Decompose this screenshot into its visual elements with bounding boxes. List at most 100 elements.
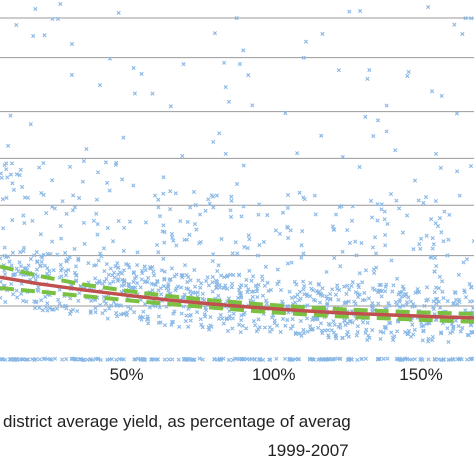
scatter-point [338,264,343,269]
scatter-point [471,299,474,304]
scatter-point [215,279,220,284]
scatter-point [18,167,23,172]
scatter-point [420,338,425,343]
scatter-point [44,304,49,310]
scatter-point [345,283,350,288]
scatter-point [105,225,110,231]
scatter-point [453,290,458,296]
scatter-point [182,292,187,297]
scatter-point [43,294,48,300]
scatter-point [138,297,144,302]
scatter-point [370,306,375,311]
scatter-point [450,329,455,334]
scatter-point [153,282,158,287]
scatter-point [0,197,5,202]
scatter-point [210,274,215,280]
scatter-point [393,300,399,305]
scatter-point [191,357,196,363]
scatter-point [387,320,392,326]
scatter-point [127,265,132,270]
scatter-point [35,259,40,264]
scatter-point [115,261,120,266]
scatter-point [21,249,26,254]
scatter-point [347,240,353,246]
scatter-point [189,357,194,362]
scatter-point [409,357,415,362]
scatter-point [139,277,144,282]
scatter-point [181,62,186,67]
scatter-point [244,326,249,331]
scatter-point [77,195,82,201]
scatter-point [340,154,345,159]
scatter-point [54,306,60,311]
scatter-point [266,288,271,294]
scatter-point [367,67,372,73]
x-tick-label-2: 100% [252,365,295,384]
scatter-point [4,195,9,201]
scatter-point [288,228,293,233]
scatter-point [131,271,136,276]
scatter-point [21,245,27,250]
scatter-point [239,214,244,219]
scatter-point [239,295,244,300]
scatter-point [265,280,270,285]
scatter-point [155,279,160,284]
scatter-point [471,306,474,311]
scatter-point [156,205,161,210]
scatter-point [381,356,386,361]
scatter-point [158,320,163,325]
scatter-point [468,164,474,169]
scatter-point [55,252,60,257]
scatter-point [434,301,439,306]
scatter-point [441,356,446,362]
scatter-point [382,232,388,238]
scatter-point [156,197,161,202]
scatter-point [421,323,426,328]
scatter-point [146,321,151,326]
scatter-point [18,250,23,255]
scatter-point [349,283,354,289]
scatter-point [256,282,261,287]
scatter-point [417,242,422,247]
scatter-point [432,290,437,295]
scatter-point [278,329,283,335]
scatter-point [438,305,443,310]
scatter-point [464,257,470,262]
scatter-point [42,33,47,38]
scatter-point [81,220,86,225]
scatter-point [434,264,439,269]
scatter-point [188,318,193,323]
scatter-point [369,215,375,220]
scatter-point [200,325,205,330]
scatter-point [363,268,369,273]
scatter-point [108,303,114,308]
scatter-point [225,286,230,291]
scatter-point [107,56,113,61]
scatter-point [119,271,125,276]
scatter-point [173,191,178,196]
scatter-point [165,284,170,289]
scatter-point [161,191,166,196]
scatter-point [289,260,294,265]
scatter-point [470,356,474,361]
scatter-point [378,282,384,288]
scatter-point [24,357,29,362]
scatter-point [469,329,474,334]
scatter-point [132,357,137,362]
scatter-point [436,357,441,362]
scatter-point [135,250,140,255]
scatter-point [286,235,291,241]
scatter-point [359,356,364,362]
scatter-point [452,22,457,27]
scatter-point [57,287,62,292]
scatter-point [191,189,197,195]
scatter-point [355,324,360,329]
scatter-point [221,285,226,290]
scatter-point [370,245,375,250]
scatter-point [433,199,438,204]
scatter-point [159,268,164,273]
scatter-point [33,6,38,12]
scatter-point [430,338,435,343]
scatter-point [370,327,375,333]
